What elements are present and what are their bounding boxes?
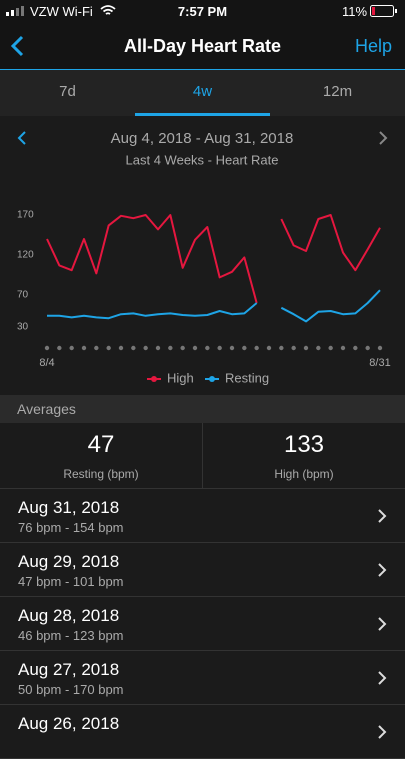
day-range: 50 bpm - 170 bpm [18,682,124,697]
tab[interactable]: 7d [59,83,76,100]
x-tick-dot [131,345,136,351]
back-button[interactable] [10,35,24,57]
chevron [378,617,387,631]
x-tick-dot [192,345,198,351]
x-tick-label: 8/4 [39,357,54,369]
series-line [280,289,381,323]
averages-header: Averages [0,395,405,423]
day-range: 47 bpm - 101 bpm [18,574,124,589]
x-tick-dot [81,345,87,351]
x-tick-dot [353,345,358,351]
x-tick-dot [217,345,222,351]
tab[interactable]: 12m [322,83,353,100]
carrier: VZW Wi-Fi [30,4,93,19]
help-button[interactable]: Help [354,36,392,56]
legend-label: Resting [225,370,269,385]
chevron [378,671,387,685]
x-tick-dot [143,345,148,351]
series-line [46,214,258,304]
x-tick-dot [303,345,309,351]
tab-selected[interactable]: 4w [135,70,270,116]
chevron [378,563,387,577]
x-tick-dot [254,345,259,351]
day-row[interactable]: Aug 26, 2018 [0,705,405,759]
average-value: 47 [87,431,115,458]
x-tick-dot [106,345,111,351]
day-date: Aug 31, 2018 [18,498,120,517]
chevron-path [378,509,387,523]
day-row[interactable]: Aug 27, 2018 50 bpm - 170 bpm [0,651,405,705]
average-item: 133 High (bpm) [202,423,405,488]
signal-icon [6,6,24,16]
chevron-path [378,617,387,631]
x-tick-dot [229,345,235,351]
chart-title: Aug 4, 2018 - Aug 31, 2018 [111,130,294,147]
x-tick-dot [377,345,383,351]
day-list: Aug 31, 2018 76 bpm - 154 bpm Aug 29, 2018… [0,489,405,759]
x-tick-dot [57,345,62,351]
y-tick-label: 120 [17,250,34,261]
day-date: Aug 29, 2018 [18,552,120,571]
average-label: High (bpm) [274,467,334,481]
battery-icon [370,5,397,17]
chevron-path [378,563,387,577]
day-range: 76 bpm - 154 bpm [18,520,124,535]
x-tick-dot [168,345,173,351]
x-tick-dot [180,345,185,351]
chart: Aug 4, 2018 - Aug 31, 2018 Last 4 Weeks … [0,116,405,395]
day-row[interactable]: Aug 29, 2018 47 bpm - 101 bpm [0,543,405,597]
chevron-path [378,671,387,685]
battery-text: 11% [342,4,368,19]
x-tick-dot [118,345,124,351]
x-tick-dot [328,345,333,351]
legend-dot [151,376,157,382]
x-tick-dot [44,345,50,351]
day-row[interactable]: Aug 28, 2018 46 bpm - 123 bpm [0,597,405,651]
average-label: Resting (bpm) [63,467,139,481]
x-tick-dot [279,345,284,351]
average-value: 133 [283,431,325,458]
status-bar: VZW Wi-Fi 7:57 PM 11% [0,0,405,22]
x-tick-dot [316,345,321,351]
prev-button[interactable] [17,131,26,145]
legend-dot [209,376,215,382]
x-tick-dot [94,345,99,351]
x-tick-dot [365,345,370,351]
chart-subtitle: Last 4 Weeks - Heart Rate [126,152,279,167]
time: 7:57 PM [177,4,228,19]
series-line [47,302,258,320]
wifi-icon [100,5,116,15]
day-date: Aug 28, 2018 [18,606,120,625]
chart-bg [0,116,405,395]
next-button[interactable] [379,131,388,145]
average-item: 47 Resting (bpm) [0,423,202,488]
x-tick-dot [340,345,346,351]
legend-label: High [167,370,194,385]
nav-bar: All-Day Heart Rate Help [0,22,405,70]
day-range: 46 bpm - 123 bpm [18,628,124,643]
series-line [280,214,381,272]
x-tick-dot [291,345,296,351]
averages: 47 Resting (bpm) 133 High (bpm) [0,423,405,489]
y-tick-label: 170 [17,210,34,221]
y-tick-label: 70 [17,290,29,301]
chevron [378,509,387,523]
x-tick-dot [205,345,210,351]
y-tick-label: 30 [17,322,29,333]
chevron-path [378,725,387,739]
x-tick-label: 8/31 [369,357,390,369]
day-date: Aug 27, 2018 [18,660,120,679]
day-date: Aug 26, 2018 [18,714,120,733]
x-tick-dot [155,345,161,351]
x-tick-dot [69,345,74,351]
nav-title: All-Day Heart Rate [123,36,282,56]
day-row[interactable]: Aug 31, 2018 76 bpm - 154 bpm [0,489,405,543]
tabs: 7d 4w 12m [0,70,405,116]
chevron [378,725,387,739]
x-tick-dot [242,345,247,351]
x-tick-dot [266,345,272,351]
